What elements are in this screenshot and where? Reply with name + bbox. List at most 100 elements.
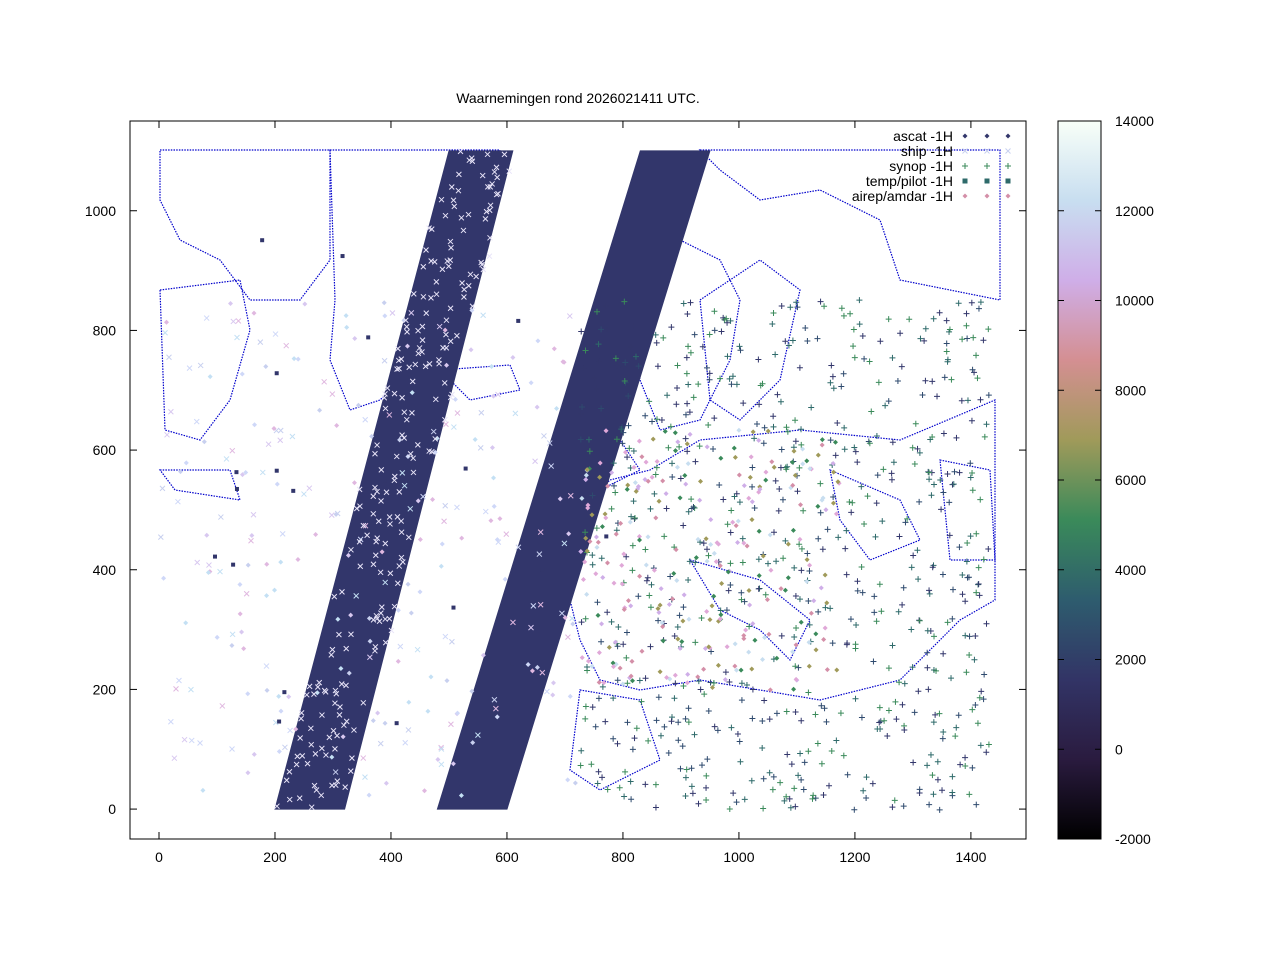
ship-marker	[428, 448, 435, 455]
ship-marker	[451, 203, 458, 210]
ship-marker	[331, 593, 338, 600]
airep-marker	[747, 602, 753, 608]
airep-marker	[636, 438, 642, 444]
airep-marker	[177, 469, 183, 475]
airep-marker	[674, 464, 680, 470]
airep-marker	[643, 459, 649, 465]
synop-marker	[711, 327, 718, 334]
synop-marker	[814, 335, 821, 342]
ship-marker	[480, 266, 487, 273]
synop-marker	[642, 675, 649, 682]
synop-marker	[851, 444, 858, 451]
airep-marker	[650, 436, 656, 442]
ship-marker	[491, 696, 498, 703]
ship-marker	[447, 238, 454, 245]
synop-marker	[888, 470, 895, 477]
airep-marker	[633, 488, 639, 494]
synop-marker	[953, 434, 960, 441]
synop-marker	[778, 446, 785, 453]
airep-marker	[717, 616, 723, 622]
synop-marker	[582, 715, 589, 722]
ship-marker	[428, 295, 434, 301]
synop-marker	[895, 608, 902, 615]
airep-marker	[711, 550, 717, 556]
ship-marker	[248, 537, 254, 544]
ship-marker	[493, 705, 499, 712]
synop-marker	[856, 321, 863, 328]
synop-marker	[589, 552, 596, 559]
airep-marker	[693, 555, 699, 561]
coastline-segment	[438, 364, 521, 401]
airep-marker	[611, 664, 617, 670]
synop-marker	[888, 476, 895, 483]
airep-marker	[741, 636, 747, 642]
synop-marker	[835, 534, 842, 541]
synop-marker	[952, 733, 959, 740]
synop-marker	[932, 711, 939, 718]
synop-marker	[936, 710, 943, 717]
airep-marker	[637, 537, 643, 543]
synop-marker	[697, 539, 704, 546]
synop-marker	[779, 496, 786, 503]
coastline-segment	[829, 468, 921, 561]
synop-marker	[814, 740, 821, 747]
colorbar-gradient	[1057, 120, 1102, 840]
synop-marker	[915, 576, 922, 583]
legend-marker	[984, 193, 990, 199]
synop-marker	[635, 363, 642, 370]
ship-marker	[454, 332, 460, 339]
synop-marker	[706, 331, 713, 338]
airep-marker	[329, 754, 335, 760]
synop-marker	[740, 400, 747, 407]
synop-marker	[792, 593, 799, 600]
synop-marker	[852, 448, 859, 455]
airep-marker	[291, 356, 297, 362]
synop-marker	[949, 481, 956, 488]
airep-marker	[619, 581, 625, 587]
synop-marker	[794, 488, 801, 495]
synop-marker	[819, 546, 826, 553]
synop-marker	[791, 785, 798, 792]
synop-marker	[655, 694, 662, 701]
synop-marker	[969, 706, 976, 713]
synop-marker	[631, 322, 638, 329]
coastline-segment	[629, 239, 741, 431]
airep-marker	[762, 634, 768, 640]
ship-marker	[326, 734, 333, 741]
synop-marker	[967, 533, 974, 540]
synop-marker	[885, 665, 892, 672]
airep-marker	[489, 363, 495, 369]
synop-marker	[622, 359, 629, 366]
airep-marker	[584, 548, 590, 554]
airep-marker	[749, 499, 755, 505]
ship-marker	[287, 727, 293, 734]
synop-marker	[738, 589, 745, 596]
synop-marker	[749, 464, 756, 471]
synop-marker	[962, 762, 969, 769]
synop-marker	[677, 765, 684, 772]
airep-marker	[589, 663, 595, 669]
airep-marker	[583, 477, 589, 483]
airep-marker	[704, 558, 710, 564]
ship-marker	[301, 491, 307, 497]
ship-marker	[475, 732, 481, 738]
synop-marker	[805, 597, 812, 604]
synop-marker	[685, 576, 692, 583]
synop-marker	[884, 733, 891, 740]
synop-marker	[969, 366, 976, 373]
ship-marker	[415, 350, 422, 357]
ship-marker	[448, 184, 455, 190]
ship-marker	[455, 187, 462, 194]
synop-marker	[589, 704, 596, 711]
synop-marker	[926, 801, 933, 808]
airep-marker	[239, 472, 245, 478]
synop-marker	[688, 783, 695, 790]
airep-marker	[629, 658, 635, 664]
synop-marker	[863, 794, 870, 801]
airep-marker	[631, 464, 637, 470]
airep-marker	[724, 644, 730, 650]
synop-marker	[940, 430, 947, 437]
ship-marker	[394, 366, 400, 372]
airep-marker	[229, 643, 235, 649]
synop-marker	[711, 308, 718, 315]
